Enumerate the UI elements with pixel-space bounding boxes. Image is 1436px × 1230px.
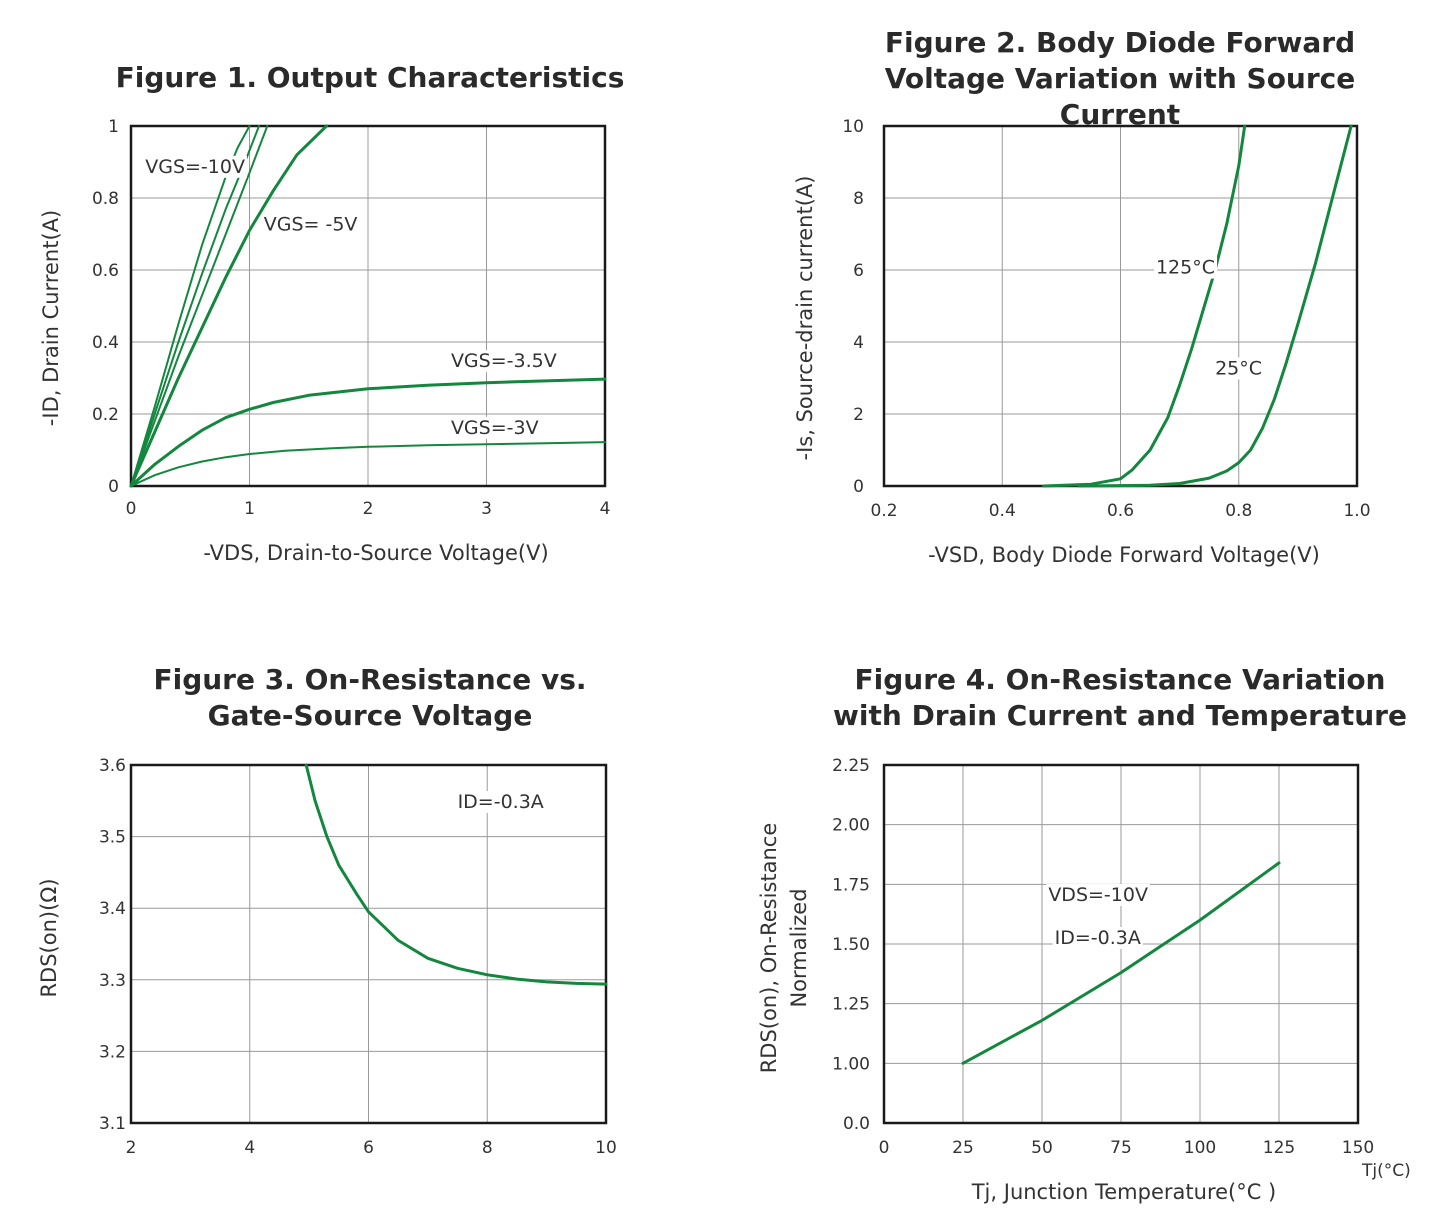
- annotation-background: [455, 790, 546, 813]
- plot-frame: [129, 124, 607, 488]
- y-tick-label: 3.6: [99, 756, 126, 776]
- annotation-label: 125°C: [1156, 257, 1215, 279]
- y-tick-label: 1: [108, 117, 119, 137]
- y-tick-label: 0.6: [92, 261, 119, 281]
- y-tick-label: 1.50: [832, 935, 870, 955]
- y-tick-label: 6: [853, 261, 864, 281]
- annotation-label: VGS=-10V: [145, 156, 245, 178]
- y-tick-label: 3.5: [99, 828, 126, 848]
- y-tick-label: 1.75: [832, 875, 870, 895]
- y-axis-label: -Is, Source-drain current(A): [793, 176, 817, 461]
- x-axis-label: -VSD, Body Diode Forward Voltage(V): [928, 543, 1320, 567]
- y-tick-label: 8: [853, 189, 864, 209]
- x-axis-label: Tj, Junction Temperature(°C ): [971, 1180, 1277, 1204]
- y-axis-label: -ID, Drain Current(A): [39, 210, 63, 426]
- y-tick-label: 3.2: [99, 1042, 126, 1062]
- y-axis-label-line1: RDS(on), On-Resistance: [757, 823, 781, 1074]
- y-tick-label: 2.00: [832, 816, 870, 836]
- y-axis-label-line2: Normalized: [787, 888, 811, 1007]
- x-tick-label: 3: [481, 499, 492, 519]
- annotation-background: [448, 350, 559, 373]
- figure4-title: Figure 4. On-Resistance Variation with D…: [833, 663, 1407, 732]
- series-line: [1077, 124, 1353, 488]
- y-tick-label: 0.8: [92, 189, 119, 209]
- x-tick-label: 0.4: [989, 501, 1016, 521]
- annotation-label: VGS=-3.5V: [451, 350, 557, 372]
- y-tick-label: 0.2: [92, 405, 119, 425]
- y-tick-label: 2: [853, 405, 864, 425]
- series-line: [961, 861, 1281, 1065]
- annotation-label: ID=-0.3A: [1055, 927, 1141, 949]
- x-tick-label: 1: [244, 499, 255, 519]
- annotation-label: ID=-0.3A: [458, 791, 544, 813]
- x-tick-label: 125: [1263, 1138, 1295, 1158]
- x-tick-label: 100: [1184, 1138, 1216, 1158]
- x-tick-label: 8: [482, 1138, 493, 1158]
- y-tick-label: 0.0: [843, 1114, 870, 1134]
- x-tick-label: 25: [952, 1138, 974, 1158]
- x-tick-label: 0.8: [1225, 501, 1252, 521]
- series-line: [130, 441, 606, 487]
- series-line: [130, 125, 269, 487]
- annotation-background: [143, 155, 247, 178]
- y-tick-label: 10: [842, 117, 864, 137]
- series-line: [304, 763, 608, 986]
- annotation-background: [448, 416, 541, 439]
- series-line: [1042, 124, 1247, 488]
- x-tick-label: 1.0: [1343, 501, 1370, 521]
- x-tick-label: 10: [595, 1138, 617, 1158]
- x-tick-label: 0: [126, 499, 137, 519]
- series-line: [130, 125, 251, 487]
- x-tick-label: 4: [244, 1138, 255, 1158]
- annotation-label: VDS=-10V: [1048, 884, 1148, 906]
- y-tick-label: 1.00: [832, 1054, 870, 1074]
- annotation-background: [1052, 927, 1143, 949]
- annotation-background: [1153, 256, 1218, 279]
- y-tick-label: 3.3: [99, 971, 126, 991]
- x-axis-unit-label: Tj(°C): [1361, 1161, 1411, 1181]
- y-tick-label: 0: [108, 477, 119, 497]
- x-tick-label: 0.2: [870, 501, 897, 521]
- annotation-label: 25°C: [1215, 357, 1262, 379]
- x-axis-label: -VDS, Drain-to-Source Voltage(V): [203, 541, 548, 565]
- annotation-background: [1046, 884, 1150, 907]
- x-tick-label: 50: [1031, 1138, 1053, 1158]
- y-tick-label: 4: [853, 333, 864, 353]
- y-tick-label: 3.4: [99, 899, 126, 919]
- x-tick-label: 75: [1110, 1138, 1132, 1158]
- x-tick-label: 2: [126, 1138, 137, 1158]
- y-tick-label: 1.25: [832, 995, 870, 1015]
- series-line: [129, 377, 607, 488]
- y-tick-label: 3.1: [99, 1114, 126, 1134]
- y-tick-label: 2.25: [832, 756, 870, 776]
- annotation-background: [1213, 357, 1265, 380]
- x-tick-label: 6: [363, 1138, 374, 1158]
- figure3-title: Figure 3. On-Resistance vs. Gate-Source …: [153, 663, 587, 732]
- plot-frame: [882, 763, 1360, 1125]
- y-tick-label: 0: [853, 477, 864, 497]
- x-tick-label: 0: [879, 1138, 890, 1158]
- y-axis-label: RDS(on)(Ω): [37, 878, 61, 997]
- y-tick-label: 0.4: [92, 333, 119, 353]
- series-line: [129, 124, 328, 488]
- x-tick-label: 2: [363, 499, 374, 519]
- annotation-label: VGS= -5V: [264, 213, 358, 235]
- x-tick-label: 4: [600, 499, 611, 519]
- figure2-title: Figure 2. Body Diode Forward Voltage Var…: [884, 26, 1356, 131]
- x-tick-label: 150: [1342, 1138, 1374, 1158]
- annotation-background: [261, 213, 360, 236]
- plot-frame: [129, 763, 608, 1125]
- x-tick-label: 0.6: [1107, 501, 1134, 521]
- annotation-label: VGS=-3V: [451, 417, 539, 439]
- figure1-title: Figure 1. Output Characteristics: [115, 61, 625, 94]
